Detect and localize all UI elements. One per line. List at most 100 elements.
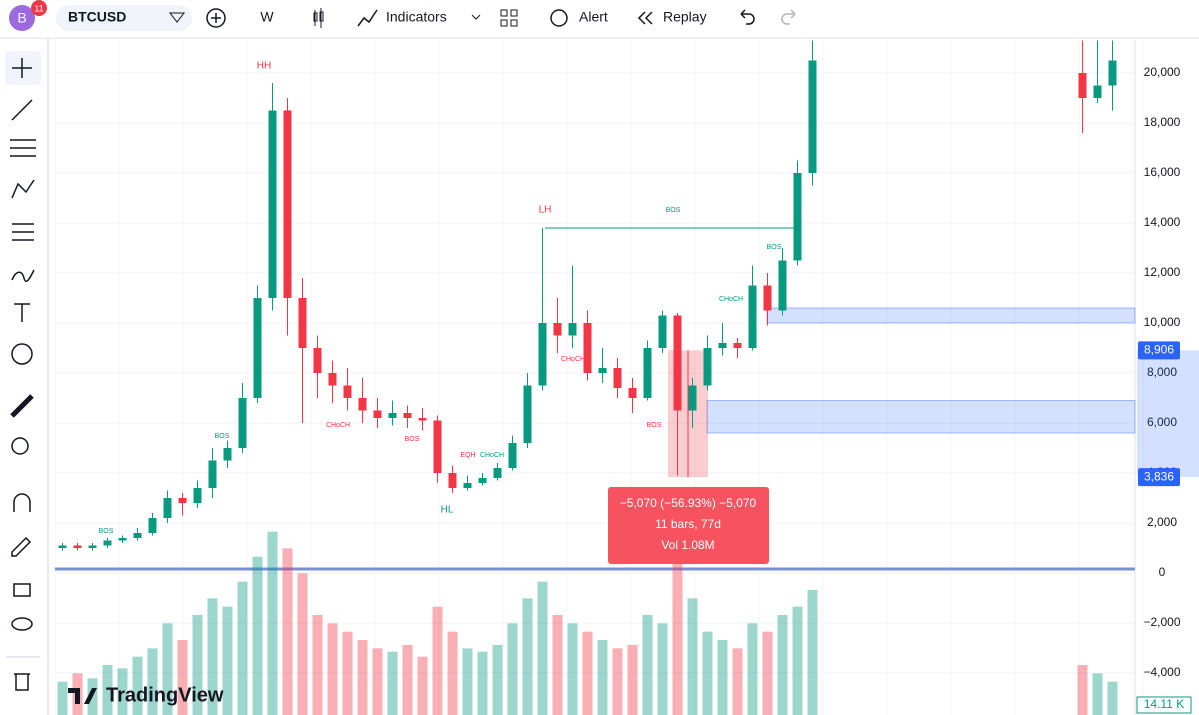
volume-bar bbox=[312, 615, 323, 715]
candle-body bbox=[313, 348, 322, 373]
candle-body bbox=[733, 343, 742, 348]
badge bbox=[31, 0, 47, 16]
volume-bar bbox=[492, 645, 503, 715]
tool-fib[interactable] bbox=[10, 139, 36, 157]
volume-bar bbox=[192, 615, 203, 715]
volume-bar bbox=[222, 606, 233, 715]
y-tick-label: 6,000 bbox=[1147, 415, 1177, 429]
volume-bar bbox=[687, 598, 698, 715]
annotation: BOS bbox=[405, 436, 420, 443]
y-tick-label: 18,000 bbox=[1144, 115, 1181, 129]
tool-hide[interactable] bbox=[11, 617, 33, 631]
volume-bar bbox=[147, 648, 158, 715]
icon-chevron[interactable] bbox=[471, 14, 481, 20]
candle-body bbox=[718, 343, 727, 348]
icon-undo[interactable] bbox=[740, 9, 755, 25]
tool-crosshair[interactable] bbox=[12, 58, 32, 78]
candle-body bbox=[388, 413, 397, 418]
candle-body bbox=[418, 418, 427, 421]
icon-diamond bbox=[168, 12, 186, 23]
candle-body bbox=[73, 545, 82, 548]
order-block bbox=[766, 307, 1136, 324]
y-tick-label: 0 bbox=[1159, 565, 1166, 579]
candle-body bbox=[553, 323, 562, 336]
tool-lock[interactable] bbox=[13, 583, 31, 597]
tool-brush[interactable] bbox=[11, 269, 35, 282]
y-tick-label: 16,000 bbox=[1144, 165, 1181, 179]
icon-redo[interactable] bbox=[781, 9, 796, 25]
volume-bar bbox=[282, 548, 293, 715]
tool-text[interactable] bbox=[14, 303, 30, 322]
indicators-button[interactable]: Indicators bbox=[386, 9, 447, 25]
axis-highlight bbox=[1137, 350, 1199, 478]
tool-delete[interactable] bbox=[14, 673, 30, 691]
tool-stay-drawing[interactable] bbox=[11, 536, 32, 557]
volume-bar bbox=[612, 648, 623, 715]
icon-layouts[interactable] bbox=[500, 9, 518, 27]
candle-body bbox=[283, 110, 292, 298]
candle-body bbox=[628, 388, 637, 398]
tool-ruler[interactable] bbox=[10, 394, 34, 418]
candle-body bbox=[253, 298, 262, 398]
avatar-letter: B bbox=[17, 10, 26, 26]
tool-zoom[interactable] bbox=[11, 437, 29, 455]
candle-body bbox=[238, 398, 247, 448]
candle-body bbox=[793, 173, 802, 261]
y-tick-label: 20,000 bbox=[1144, 65, 1181, 79]
candle-body bbox=[448, 473, 457, 488]
volume-bar bbox=[777, 615, 788, 715]
volume-bar bbox=[462, 648, 473, 715]
price-tag bbox=[1138, 341, 1180, 360]
annotation: LH bbox=[539, 205, 552, 216]
volume-bar bbox=[342, 631, 353, 715]
tool-pattern[interactable] bbox=[11, 179, 35, 199]
volume-bar bbox=[627, 645, 638, 715]
interval[interactable]: W bbox=[260, 9, 274, 25]
candle-body bbox=[598, 368, 607, 373]
annotation: CHoCH bbox=[561, 356, 585, 363]
candle-body bbox=[433, 420, 442, 473]
measure-label: −5,070 (−56.93%) −5,070 bbox=[620, 496, 757, 510]
volume-tag bbox=[1136, 696, 1192, 714]
volume-bar bbox=[267, 531, 278, 715]
logo-text: TradingView bbox=[106, 684, 224, 706]
icon-compare[interactable] bbox=[206, 8, 226, 28]
volume-bar bbox=[717, 640, 728, 715]
volume-bar bbox=[102, 665, 113, 715]
avatar[interactable] bbox=[9, 5, 35, 31]
candle-body bbox=[88, 545, 97, 548]
order-block bbox=[706, 400, 1136, 434]
candle-body bbox=[568, 323, 577, 336]
candle-body bbox=[358, 398, 367, 411]
candle-body bbox=[688, 385, 697, 411]
annotation: BOS bbox=[767, 244, 782, 251]
candle-body bbox=[1108, 60, 1117, 86]
icon-chart-type[interactable] bbox=[313, 8, 324, 28]
volume-bar bbox=[387, 651, 398, 715]
symbol-search[interactable] bbox=[56, 5, 192, 31]
volume-bar bbox=[642, 615, 653, 715]
icon-indicators bbox=[357, 9, 378, 27]
volume-tag-label: 14.11 K bbox=[1144, 697, 1184, 711]
icon-replay bbox=[637, 11, 653, 25]
candle-body bbox=[298, 298, 307, 348]
candle-body bbox=[658, 315, 667, 348]
volume-bar bbox=[417, 656, 428, 715]
volume-bar bbox=[672, 556, 683, 715]
volume-bar bbox=[507, 623, 518, 715]
volume-bar bbox=[447, 631, 458, 715]
alert-button[interactable]: Alert bbox=[579, 9, 608, 25]
candle-body bbox=[763, 285, 772, 311]
tool-forecast[interactable] bbox=[12, 223, 34, 241]
candle-body bbox=[643, 348, 652, 398]
volume-bar bbox=[807, 590, 818, 715]
tool-magnet[interactable] bbox=[13, 493, 31, 512]
candle-body bbox=[223, 448, 232, 461]
top-toolbar: B 11 BTCUSD W Indicators Alert Replay bbox=[0, 0, 1199, 39]
tool-emoji[interactable] bbox=[11, 343, 33, 365]
tool-trendline[interactable] bbox=[11, 99, 33, 121]
replay-button[interactable]: Replay bbox=[663, 9, 707, 25]
annotation: BOS bbox=[666, 207, 681, 214]
y-tick-label: −4,000 bbox=[1143, 665, 1180, 679]
